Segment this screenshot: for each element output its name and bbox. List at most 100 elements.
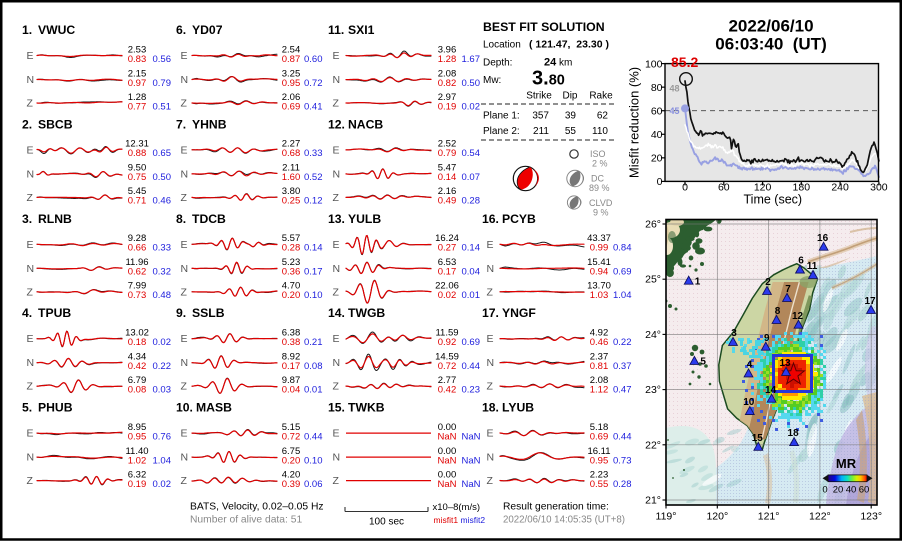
svg-text:0.22: 0.22	[153, 361, 172, 372]
svg-text:1.04: 1.04	[613, 290, 632, 301]
svg-text:16: 16	[817, 233, 829, 244]
svg-text:122°: 122°	[809, 511, 831, 523]
svg-text:Z: Z	[333, 98, 340, 110]
svg-text:0.08: 0.08	[128, 385, 147, 396]
svg-text:0.94: 0.94	[590, 267, 609, 278]
svg-text:0.47: 0.47	[613, 385, 632, 396]
svg-text:1.12: 1.12	[590, 385, 609, 396]
svg-text:0.56: 0.56	[153, 54, 172, 65]
svg-text:12: 12	[792, 311, 804, 322]
svg-text:55: 55	[565, 126, 577, 137]
svg-text:06:03:40 (UT): 06:03:40 (UT)	[715, 35, 826, 54]
svg-text:0.79: 0.79	[438, 148, 457, 159]
svg-text:13.02: 13.02	[125, 328, 149, 339]
svg-text:Depth:: Depth:	[483, 58, 512, 69]
svg-text:4.70: 4.70	[282, 281, 301, 292]
svg-text:0.54: 0.54	[462, 148, 481, 159]
svg-text:Z: Z	[27, 286, 34, 298]
svg-text:0.46: 0.46	[590, 337, 609, 348]
svg-text:17.: 17.	[482, 306, 499, 320]
svg-text:x10–8(m/s): x10–8(m/s)	[433, 502, 481, 513]
svg-text:11.59: 11.59	[435, 328, 458, 339]
svg-text:LYUB: LYUB	[502, 401, 534, 415]
svg-text:0.95: 0.95	[590, 455, 609, 466]
svg-text:0.60: 0.60	[304, 54, 323, 65]
svg-text:0: 0	[682, 182, 688, 194]
svg-text:0.28: 0.28	[282, 243, 301, 254]
svg-text:Z: Z	[487, 475, 494, 487]
svg-text:22°: 22°	[645, 439, 661, 451]
svg-text:CLVD: CLVD	[589, 198, 613, 208]
svg-text:14: 14	[765, 385, 777, 396]
svg-text:16.: 16.	[482, 212, 499, 226]
svg-text:16.24: 16.24	[435, 233, 459, 244]
svg-text:0.04: 0.04	[282, 385, 301, 396]
svg-text:1.60: 1.60	[282, 172, 301, 183]
svg-text:300: 300	[870, 182, 888, 194]
svg-text:15: 15	[752, 433, 764, 444]
svg-text:BEST FIT SOLUTION: BEST FIT SOLUTION	[483, 20, 605, 34]
svg-text:20: 20	[833, 485, 844, 496]
svg-text:12.: 12.	[328, 117, 345, 131]
svg-text:NACB: NACB	[348, 117, 383, 131]
svg-text:0.02: 0.02	[153, 337, 172, 348]
svg-text:24: 24	[544, 57, 557, 69]
svg-text:2.52: 2.52	[438, 139, 457, 150]
svg-text:0.02: 0.02	[153, 479, 172, 490]
svg-text:Z: Z	[487, 286, 494, 298]
svg-text:0.22: 0.22	[613, 337, 632, 348]
svg-text:0.08: 0.08	[304, 361, 323, 372]
svg-text:Z: Z	[181, 475, 188, 487]
svg-text:6: 6	[798, 256, 804, 267]
svg-text:0.81: 0.81	[590, 361, 609, 372]
svg-text:misfit2: misfit2	[461, 515, 486, 525]
svg-text:0.27: 0.27	[438, 243, 457, 254]
svg-text:4.: 4.	[22, 306, 32, 320]
svg-text:0.20: 0.20	[282, 455, 301, 466]
svg-text:2.: 2.	[22, 117, 32, 131]
svg-text:10: 10	[743, 397, 755, 408]
svg-text:0.37: 0.37	[613, 361, 632, 372]
svg-text:0.10: 0.10	[304, 455, 323, 466]
svg-text:0.46: 0.46	[153, 196, 172, 207]
svg-text:11.40: 11.40	[125, 446, 148, 457]
svg-text:11.96: 11.96	[125, 257, 148, 268]
svg-text:1.03: 1.03	[590, 290, 609, 301]
svg-text:N: N	[27, 452, 35, 464]
svg-text:6.53: 6.53	[438, 257, 457, 268]
svg-text:8.92: 8.92	[282, 352, 301, 363]
svg-text:NaN: NaN	[437, 479, 456, 490]
svg-text:2.27: 2.27	[282, 139, 301, 150]
svg-text:24°: 24°	[645, 329, 661, 341]
svg-text:0.72: 0.72	[438, 361, 457, 372]
svg-text:Z: Z	[27, 98, 34, 110]
svg-text:NaN: NaN	[462, 479, 481, 490]
svg-text:Result generation time:: Result generation time:	[503, 502, 609, 513]
svg-text:17: 17	[864, 296, 876, 307]
svg-text:E: E	[27, 50, 34, 62]
svg-text:0.79: 0.79	[153, 78, 172, 89]
svg-text:15.: 15.	[328, 401, 345, 415]
svg-text:0.73: 0.73	[128, 290, 147, 301]
svg-text:26°: 26°	[645, 219, 661, 231]
svg-text:PHUB: PHUB	[38, 401, 73, 415]
svg-text:6.: 6.	[176, 23, 186, 37]
svg-text:0.84: 0.84	[613, 243, 632, 254]
svg-text:45: 45	[670, 106, 680, 116]
svg-text:Z: Z	[333, 475, 340, 487]
svg-text:TDCB: TDCB	[192, 212, 226, 226]
svg-text:0.33: 0.33	[153, 243, 172, 254]
svg-text:N: N	[27, 74, 35, 86]
svg-text:0.19: 0.19	[128, 479, 147, 490]
svg-text:0.21: 0.21	[304, 337, 323, 348]
svg-text:3.96: 3.96	[438, 44, 457, 55]
svg-text:0.14: 0.14	[462, 243, 481, 254]
svg-text:0.76: 0.76	[153, 431, 172, 442]
svg-text:119°: 119°	[656, 511, 677, 523]
svg-text:2.08: 2.08	[438, 68, 457, 79]
svg-text:SXI1: SXI1	[348, 23, 375, 37]
svg-text:Z: Z	[27, 381, 34, 393]
svg-text:8.95: 8.95	[128, 422, 147, 433]
svg-text:0.65: 0.65	[153, 148, 172, 159]
svg-text:E: E	[27, 144, 34, 156]
